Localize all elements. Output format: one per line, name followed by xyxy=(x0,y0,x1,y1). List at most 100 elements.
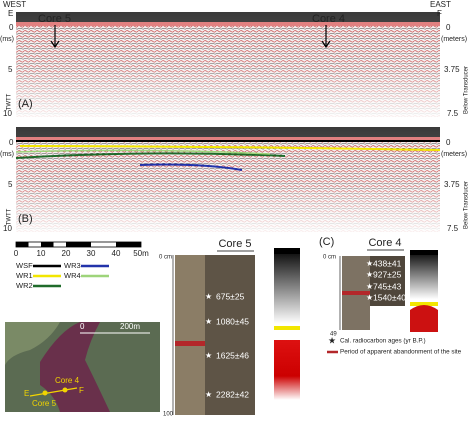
core5-top: 0 cm xyxy=(159,255,172,261)
legend-label: WSF xyxy=(16,261,33,270)
scale-seg xyxy=(66,242,91,247)
scale-seg xyxy=(116,242,141,247)
map-core4: Core 4 xyxy=(55,376,80,385)
map-e: E xyxy=(24,389,29,398)
map-scale-end: 200m xyxy=(120,322,140,331)
core5-ages: ★ 675±25 ★ 1080±45 ★ 1625±46 ★ 2282±42 xyxy=(205,291,249,399)
facies-cap xyxy=(410,250,438,255)
fade xyxy=(16,12,440,117)
core4-label: Core 4 xyxy=(312,13,345,25)
panel-label: (A) xyxy=(18,98,33,110)
scale-label: 10 xyxy=(37,249,46,258)
abandonment-band xyxy=(342,291,370,295)
star: ★ xyxy=(366,282,373,291)
right-axis-name: Below Transducer xyxy=(464,181,470,229)
legend-label: WR4 xyxy=(64,271,81,280)
f-label: F xyxy=(437,9,442,18)
legend-label: WR2 xyxy=(16,281,33,290)
star: ★ xyxy=(205,317,212,326)
legend-label: WR3 xyxy=(64,261,81,270)
age-label: 745±43 xyxy=(373,281,402,291)
scale-label: 20 xyxy=(62,249,71,258)
age-label: 438±41 xyxy=(373,258,402,268)
scale-label: 40 xyxy=(112,249,121,258)
map-scale-start: 0 xyxy=(80,322,85,331)
facies-marker xyxy=(410,302,438,306)
scale-seg xyxy=(16,242,29,247)
left-axis-unit: (ms) xyxy=(0,36,14,43)
star: ★ xyxy=(366,270,373,279)
core4: (C) Core 4 0 cm 49 xyxy=(319,236,438,338)
core5-label: Core 5 xyxy=(38,13,71,25)
scale-label: 50m xyxy=(133,249,149,258)
left-axis-name: TWTT xyxy=(7,93,13,110)
star: ★ xyxy=(205,292,212,301)
map-f: F xyxy=(79,386,84,395)
map-terrain xyxy=(5,322,60,365)
site-area xyxy=(40,322,110,412)
key-abandonment: Period of apparent abandonment of the si… xyxy=(340,349,462,356)
star: ★ xyxy=(366,293,373,302)
core5-bottom: 100 xyxy=(163,412,174,418)
left-axis-mid: 5 xyxy=(8,180,13,189)
profile-line xyxy=(29,387,78,397)
age-label: 1625±46 xyxy=(216,350,249,360)
star: ★ xyxy=(366,259,373,268)
core5: Core 5 0 cm 100 xyxy=(159,238,300,418)
age-label: 675±25 xyxy=(216,291,245,301)
left-axis-bottom: 10 xyxy=(3,109,12,118)
scale-seg xyxy=(41,242,54,247)
left-axis-bottom: 10 xyxy=(3,224,12,233)
core4-top: 0 cm xyxy=(323,255,336,261)
right-axis-bottom: 7.5 xyxy=(447,224,459,233)
left-axis-top: 0 xyxy=(9,23,14,32)
map-core5: Core 5 xyxy=(32,399,57,408)
panel-label: (C) xyxy=(319,236,334,248)
horizon-wr4 xyxy=(15,149,271,155)
age-label: 1540±40 xyxy=(373,292,406,302)
map: 0 200m Core 4 Core 5 E F xyxy=(5,322,160,412)
facies-cap xyxy=(274,248,300,254)
right-axis-unit: (meters) xyxy=(441,151,467,158)
horizon-wr3 xyxy=(139,163,243,171)
fade xyxy=(16,127,440,232)
right-axis-bottom: 7.5 xyxy=(447,109,459,118)
right-axis-top: 0 xyxy=(446,23,451,32)
core-photo-bg xyxy=(205,255,255,415)
core4-bottom: 49 xyxy=(330,332,337,338)
horizon-wr2 xyxy=(15,152,286,159)
facies-marker xyxy=(274,326,300,330)
core-photo-bg xyxy=(370,256,405,306)
left-axis-mid: 5 xyxy=(8,65,13,74)
arrow xyxy=(50,25,60,49)
arrow xyxy=(321,25,331,49)
scale-label: 30 xyxy=(87,249,96,258)
star: ★ xyxy=(205,390,212,399)
star: ★ xyxy=(328,335,336,345)
panel-a: WEST E EAST F Core 5 Core 4 (A) xyxy=(3,0,451,117)
core4-ages: ★ 438±41★ 927±25★ 745±43★ 1540±40 xyxy=(366,258,406,302)
age-label: 927±25 xyxy=(373,269,402,279)
key-ages: Cal. radiocarbon ages (yr B.P.) xyxy=(340,338,426,345)
right-axis-mid: 3.75 xyxy=(444,65,460,74)
left-axis-top: 0 xyxy=(9,138,14,147)
horizon-wr1 xyxy=(19,145,441,151)
age-label: 1080±45 xyxy=(216,316,249,326)
core4-title: Core 4 xyxy=(368,237,401,249)
west-label: WEST xyxy=(3,0,26,9)
key: ★ Cal. radiocarbon ages (yr B.P.) Period… xyxy=(327,335,462,356)
east-label: EAST xyxy=(430,0,451,9)
age-label: 2282±42 xyxy=(216,389,249,399)
star: ★ xyxy=(205,351,212,360)
abandonment-band xyxy=(175,341,205,346)
core-point xyxy=(42,390,48,396)
right-axis-unit: (meters) xyxy=(441,36,467,43)
scale-label: 0 xyxy=(14,249,19,258)
facies-red xyxy=(410,305,438,332)
left-axis-name: TWTT xyxy=(7,208,13,225)
left-axis-unit: (ms) xyxy=(0,151,14,158)
facies-red xyxy=(274,340,300,400)
